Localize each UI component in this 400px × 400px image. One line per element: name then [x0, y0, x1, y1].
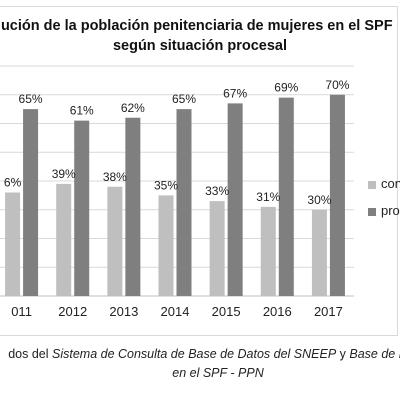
source-line-1: dos del Sistema de Consulta de Base de D… [8, 345, 400, 364]
bar-con-2016 [260, 206, 276, 296]
x-tick-label-2015: 2015 [212, 304, 241, 319]
data-label-pro-2016: 69% [274, 81, 298, 95]
chart-title-line-2: según situación procesal [112, 38, 288, 54]
data-label-con-2012: 39% [52, 167, 76, 181]
data-label-con-2015: 33% [205, 184, 229, 198]
chart-title-line-1: volución de la población penitenciaria d… [0, 18, 393, 34]
data-label-con-2014: 35% [154, 178, 178, 192]
bar-con-2011 [5, 192, 21, 296]
data-label-pro-2017: 70% [325, 78, 349, 92]
bar-con-2014 [158, 195, 174, 296]
legend-label-con: con [381, 176, 400, 191]
bar-pro-2014 [176, 109, 192, 296]
bar-pro-2016 [278, 97, 294, 296]
data-label-pro-2012: 61% [70, 104, 94, 118]
data-label-con-2011: 6% [4, 176, 22, 190]
grid-lines [0, 65, 354, 297]
legend-label-pro: pro [381, 203, 400, 218]
legend-item-con: con [368, 176, 400, 191]
x-tick-labels: 011 2012 2013 2014 2015 2016 2017 [11, 304, 343, 319]
x-tick-label-2012: 2012 [58, 304, 87, 319]
bar-con-2012 [56, 183, 72, 296]
bar-con-2017 [311, 209, 327, 296]
x-tick-label-2016: 2016 [263, 304, 292, 319]
source-text-em2: Base de D [349, 347, 400, 361]
bar-pro-2011 [23, 109, 39, 296]
data-label-pro-2014: 65% [172, 92, 196, 106]
data-label-pro-2013: 62% [121, 101, 145, 115]
chart-border [0, 6, 398, 336]
x-tick-label-2014: 2014 [161, 304, 190, 319]
bar-pro-2017 [329, 94, 345, 296]
chart-frame: 6% 65% 39% 61% 38% 62% 35% 65% 33% 67% 31% 69% 30% 70… [0, 6, 398, 336]
data-label-pro-2011: 65% [19, 92, 43, 106]
source-line-2: en el SPF - PPN [172, 366, 264, 380]
chart-title: volución de la población penitenciaria d… [0, 16, 400, 56]
data-label-con-2013: 38% [103, 170, 127, 184]
data-label-con-2017: 30% [307, 193, 331, 207]
bars [5, 94, 345, 296]
bar-pro-2015 [227, 103, 243, 296]
x-tick-label-2017: 2017 [314, 304, 343, 319]
source-text-em1: Sistema de Consulta de Base de Datos del… [52, 347, 337, 361]
legend-swatch-pro [368, 207, 376, 216]
bar-pro-2013 [125, 117, 141, 296]
x-tick-label-2011: 011 [11, 304, 32, 319]
data-label-pro-2015: 67% [223, 86, 247, 100]
legend-swatch-con [368, 180, 376, 189]
legend-item-pro: pro [368, 203, 400, 218]
x-tick-label-2013: 2013 [109, 304, 138, 319]
data-labels: 6% 65% 39% 61% 38% 62% 35% 65% 33% 67% 31% 69% 30% 70… [4, 78, 350, 207]
chart-plot: 6% 65% 39% 61% 38% 62% 35% 65% 33% 67% 31% 69% 30% 70… [0, 6, 398, 336]
bar-pro-2012 [74, 120, 90, 296]
data-label-con-2016: 31% [256, 190, 280, 204]
bar-con-2013 [107, 186, 123, 296]
source-note: dos del Sistema de Consulta de Base de D… [0, 345, 400, 383]
source-text-a: dos del [8, 347, 52, 361]
bar-con-2015 [209, 201, 225, 296]
source-text-b: y [336, 347, 350, 361]
